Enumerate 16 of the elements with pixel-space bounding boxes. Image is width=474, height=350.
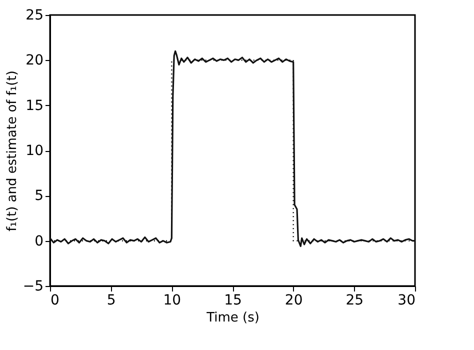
y-tick-label: 0 [34,233,44,250]
y-axis-title: f₁(t) and estimate of f₁(t) [4,70,20,232]
y-tick-label: 25 [26,8,44,24]
x-tick-label: 10 [163,292,182,308]
x-axis-title: Time (s) [206,310,260,326]
y-tick-label: 20 [26,52,44,69]
y-tick-label: 15 [26,98,44,114]
y-tick-label: 5 [34,188,44,204]
y-tick-label: 10 [26,143,44,159]
y-tick-label: −5 [22,278,44,294]
x-tick-label: 15 [224,292,242,308]
x-tick-label: 20 [284,292,303,308]
x-tick-label: 30 [398,292,416,308]
x-tick-label: 0 [50,292,60,308]
x-tick-label: 5 [106,292,116,308]
x-tick-label: 25 [346,292,364,308]
